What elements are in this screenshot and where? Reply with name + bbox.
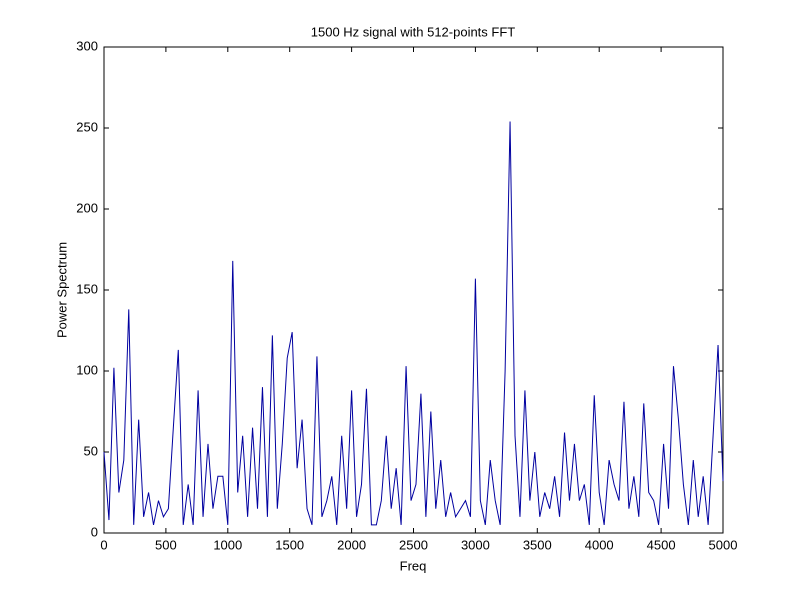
y-tick-label: 250	[76, 119, 98, 134]
chart-title: 1500 Hz signal with 512-points FFT	[311, 24, 516, 39]
y-tick-label: 150	[76, 281, 98, 296]
y-tick-label: 200	[76, 200, 98, 215]
y-tick-label: 100	[76, 362, 98, 377]
x-tick-label: 2500	[399, 537, 428, 552]
x-tick-label: 500	[155, 537, 177, 552]
x-tick-label: 2000	[337, 537, 366, 552]
x-tick-label: 1000	[213, 537, 242, 552]
y-tick-label: 0	[91, 524, 98, 539]
x-tick-label: 5000	[709, 537, 738, 552]
x-tick-label: 4000	[585, 537, 614, 552]
y-axis-label: Power Spectrum	[54, 242, 69, 338]
x-tick-label: 3500	[523, 537, 552, 552]
y-tick-label: 300	[76, 38, 98, 53]
x-tick-label: 0	[100, 537, 107, 552]
line-series	[103, 121, 724, 526]
x-tick-label: 3000	[461, 537, 490, 552]
x-axis-label: Freq	[400, 558, 427, 573]
y-tick-label: 50	[84, 443, 98, 458]
x-tick-label: 1500	[275, 537, 304, 552]
x-tick-label: 4500	[647, 537, 676, 552]
